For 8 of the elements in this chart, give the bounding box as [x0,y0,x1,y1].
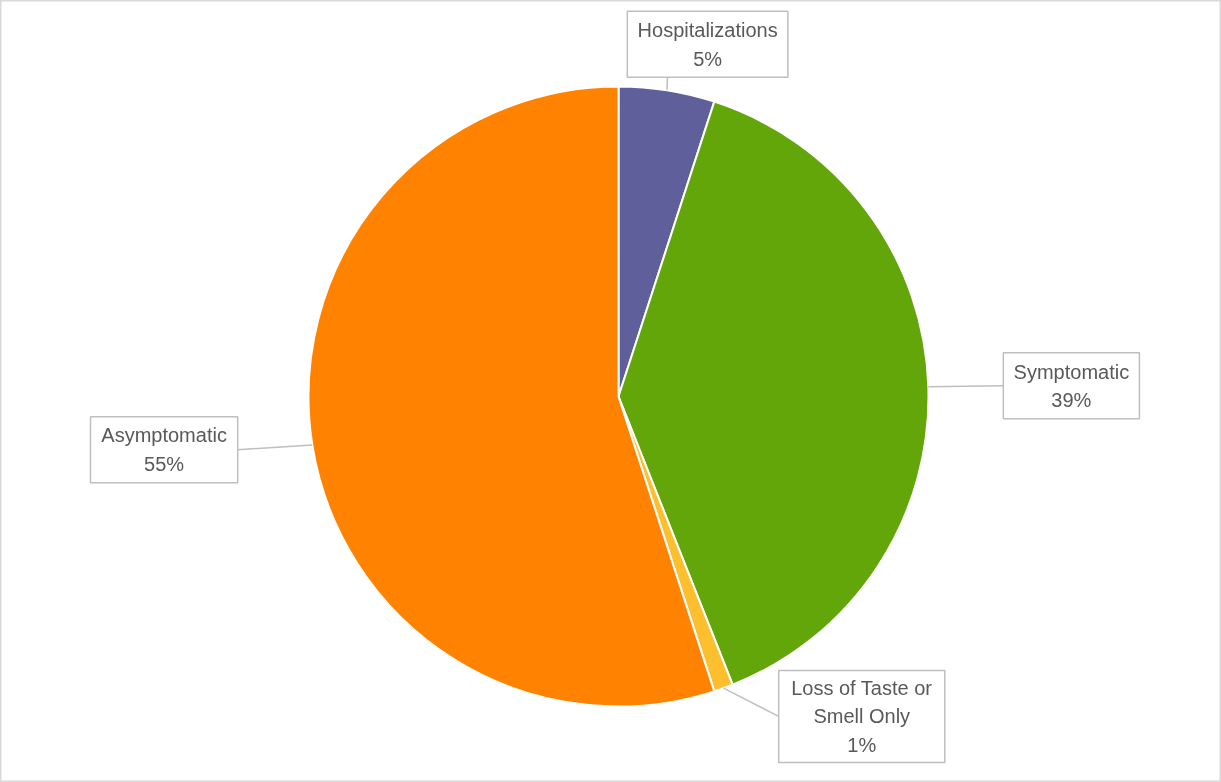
data-label: 39% [1051,389,1092,412]
data-label: 55% [144,452,185,475]
slice-label: Asymptomatic [101,424,227,447]
data-label: 1% [847,734,877,756]
slice-label: Loss of Taste or Smell Only [791,676,933,728]
slice-label: Symptomatic [1013,360,1130,383]
data-label: 5% [693,47,723,70]
slice-label: Hospitalizations [637,19,778,42]
